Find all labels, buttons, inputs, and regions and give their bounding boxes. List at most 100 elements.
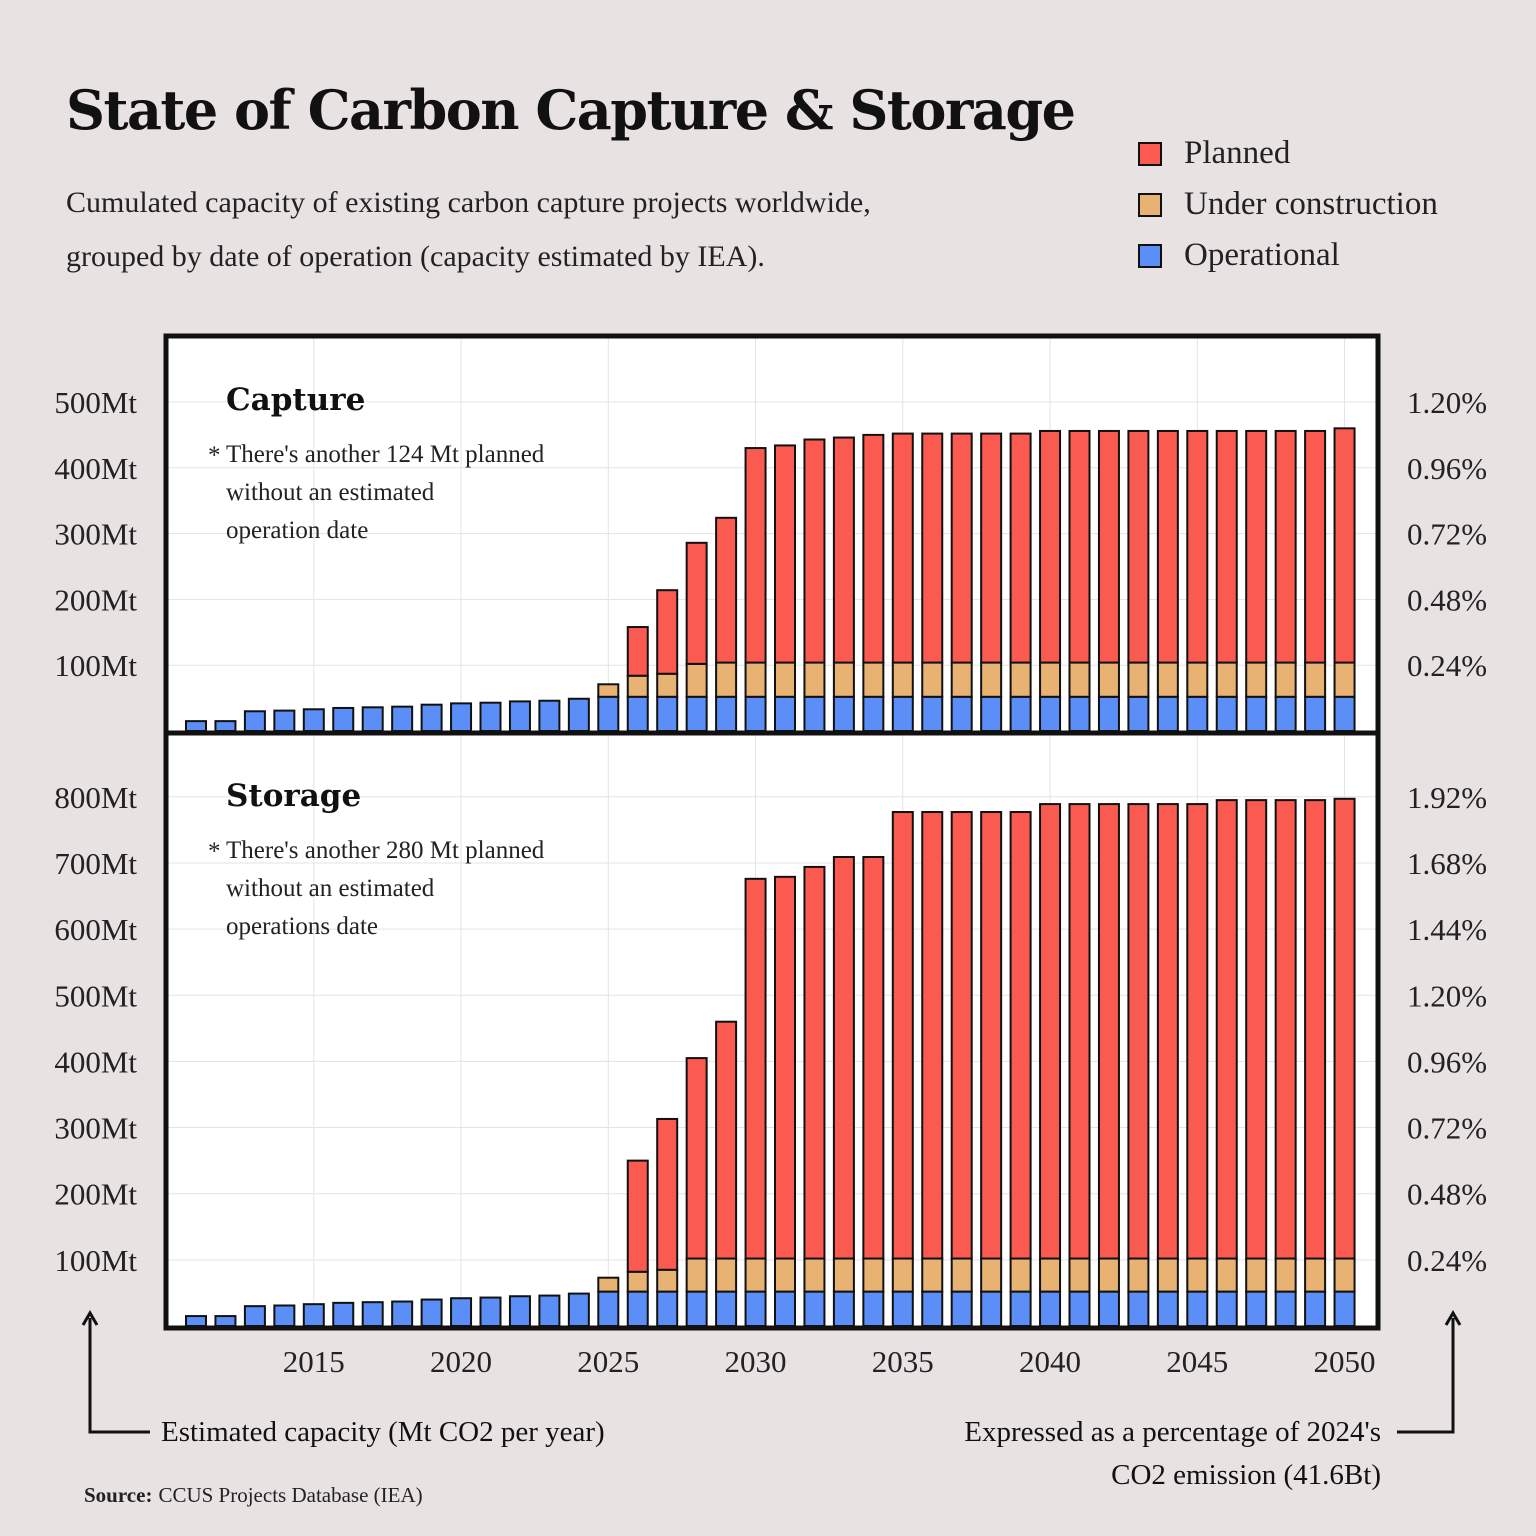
storage-note-line-1: There's another 280 Mt planned <box>226 837 545 864</box>
capture-bar-operational-2015 <box>302 708 325 733</box>
capture-bar-under-construction-2025 <box>597 683 620 698</box>
capture-bar-under-construction-2032 <box>803 661 826 698</box>
storage-note-line-3: operations date <box>226 913 378 940</box>
storage-bar-operational-2021 <box>479 1296 502 1328</box>
capture-bar-planned-2047 <box>1245 429 1268 664</box>
storage-right-tick-label: 1.20% <box>1407 978 1487 1013</box>
capture-bar-operational-2045 <box>1186 695 1209 732</box>
capture-bar-under-construction-2026 <box>626 674 649 698</box>
storage-bar-under-construction-2027 <box>656 1268 679 1293</box>
storage-bar-operational-2031 <box>774 1290 796 1328</box>
capture-bar-planned-2028 <box>685 541 708 665</box>
storage-y-tick-label: 400Mt <box>54 1044 137 1079</box>
storage-bar-operational-2033 <box>832 1290 855 1328</box>
legend-item-planned: Planned <box>1138 128 1438 179</box>
storage-bar-under-construction-2048 <box>1274 1257 1297 1293</box>
storage-right-tick-label: 0.96% <box>1407 1044 1487 1079</box>
storage-right-tick-label: 0.24% <box>1407 1243 1487 1278</box>
capture-bar-planned-2044 <box>1156 429 1179 664</box>
capture-bar-under-construction-2035 <box>891 661 914 698</box>
storage-bar-operational-2022 <box>508 1295 531 1328</box>
storage-bar-under-construction-2038 <box>980 1257 1003 1293</box>
storage-y-tick-label: 100Mt <box>54 1243 137 1278</box>
storage-bar-operational-2048 <box>1274 1290 1297 1328</box>
storage-bar-operational-2037 <box>950 1290 973 1328</box>
capture-bar-operational-2038 <box>980 695 1003 732</box>
capture-bar-operational-2046 <box>1215 695 1238 732</box>
chart-title: State of Carbon Capture & Storage <box>66 78 1076 142</box>
capture-bar-operational-2012 <box>214 720 237 733</box>
storage-bar-operational-2038 <box>980 1290 1003 1328</box>
capture-y-tick-label: 200Mt <box>54 582 137 617</box>
capture-bar-operational-2026 <box>626 695 649 732</box>
storage-bar-under-construction-2050 <box>1333 1257 1356 1293</box>
storage-note-star: * <box>208 838 221 865</box>
capture-bar-operational-2019 <box>420 703 443 732</box>
storage-bar-operational-2023 <box>538 1294 561 1328</box>
capture-bar-planned-2033 <box>832 436 855 664</box>
capture-bar-operational-2047 <box>1245 695 1268 732</box>
capture-y-tick-label: 400Mt <box>54 451 137 486</box>
legend-swatch-under-construction <box>1138 192 1162 217</box>
right-axis-caption-line-2: CO2 emission (41.6Bt) <box>1111 1459 1381 1491</box>
storage-bar-operational-2013 <box>243 1305 266 1328</box>
x-tick-label: 2030 <box>725 1344 787 1379</box>
capture-bar-under-construction-2041 <box>1068 661 1091 698</box>
bars <box>185 427 1356 1328</box>
source-label: Source: <box>84 1483 153 1507</box>
storage-bar-planned-2043 <box>1127 803 1150 1260</box>
storage-right-tick-label: 1.44% <box>1407 912 1487 947</box>
storage-bar-operational-2049 <box>1304 1290 1327 1328</box>
legend-label-operational: Operational <box>1184 237 1340 273</box>
storage-bar-planned-2037 <box>950 811 973 1260</box>
storage-bar-under-construction-2040 <box>1039 1257 1062 1293</box>
storage-bar-operational-2018 <box>391 1300 414 1328</box>
storage-bar-under-construction-2032 <box>803 1257 826 1293</box>
left-axis-arrow <box>81 1310 150 1434</box>
storage-bar-under-construction-2035 <box>891 1257 914 1293</box>
capture-bar-operational-2028 <box>685 695 708 732</box>
storage-bar-under-construction-2042 <box>1097 1257 1120 1293</box>
tick-labels: 100Mt 0.24% 200Mt 0.48% 300Mt 0.72% 400Mt 0.96%… <box>54 385 1487 1379</box>
storage-bar-under-construction-2030 <box>744 1257 767 1293</box>
capture-note-star: * <box>208 442 221 469</box>
capture-bar-under-construction-2046 <box>1215 661 1238 698</box>
capture-bar-operational-2011 <box>185 720 207 733</box>
x-tick-label: 2040 <box>1019 1344 1081 1379</box>
capture-right-tick-label: 1.20% <box>1407 385 1487 420</box>
legend-swatch-planned <box>1138 141 1162 166</box>
storage-bar-operational-2024 <box>567 1292 590 1328</box>
storage-bar-operational-2019 <box>420 1298 443 1328</box>
capture-bar-under-construction-2050 <box>1333 661 1356 698</box>
storage-bar-operational-2032 <box>803 1290 826 1328</box>
storage-bar-planned-2039 <box>1009 811 1032 1260</box>
capture-bar-operational-2017 <box>361 706 384 733</box>
storage-bar-operational-2012 <box>214 1315 237 1328</box>
capture-bar-operational-2016 <box>332 706 355 732</box>
storage-bar-operational-2044 <box>1156 1290 1179 1328</box>
capture-bar-operational-2033 <box>832 695 855 732</box>
subtitle-line-2: grouped by date of operation (capacity e… <box>66 240 765 273</box>
storage-y-tick-label: 500Mt <box>54 978 137 1013</box>
capture-bar-operational-2020 <box>450 702 473 733</box>
capture-bar-planned-2037 <box>950 432 973 664</box>
storage-bar-planned-2028 <box>685 1057 708 1260</box>
capture-bar-planned-2036 <box>921 432 944 664</box>
x-tick-label: 2025 <box>577 1344 639 1379</box>
capture-y-tick-label: 100Mt <box>54 648 137 683</box>
capture-bar-operational-2014 <box>273 709 296 732</box>
capture-panel-title: Capture <box>226 382 365 418</box>
capture-bar-operational-2037 <box>950 695 973 732</box>
capture-bar-operational-2013 <box>243 710 266 733</box>
storage-y-tick-label: 800Mt <box>54 780 137 815</box>
storage-bar-under-construction-2039 <box>1009 1257 1032 1293</box>
capture-bar-under-construction-2044 <box>1156 661 1179 698</box>
storage-bar-operational-2020 <box>450 1297 473 1328</box>
capture-bar-operational-2030 <box>744 695 767 732</box>
capture-note-line-1: There's another 124 Mt planned <box>226 441 545 468</box>
capture-right-tick-label: 0.24% <box>1407 648 1487 683</box>
capture-bar-under-construction-2040 <box>1039 661 1062 698</box>
storage-bar-under-construction-2034 <box>862 1257 885 1293</box>
capture-bar-operational-2025 <box>597 695 620 732</box>
capture-bar-operational-2044 <box>1156 695 1179 732</box>
